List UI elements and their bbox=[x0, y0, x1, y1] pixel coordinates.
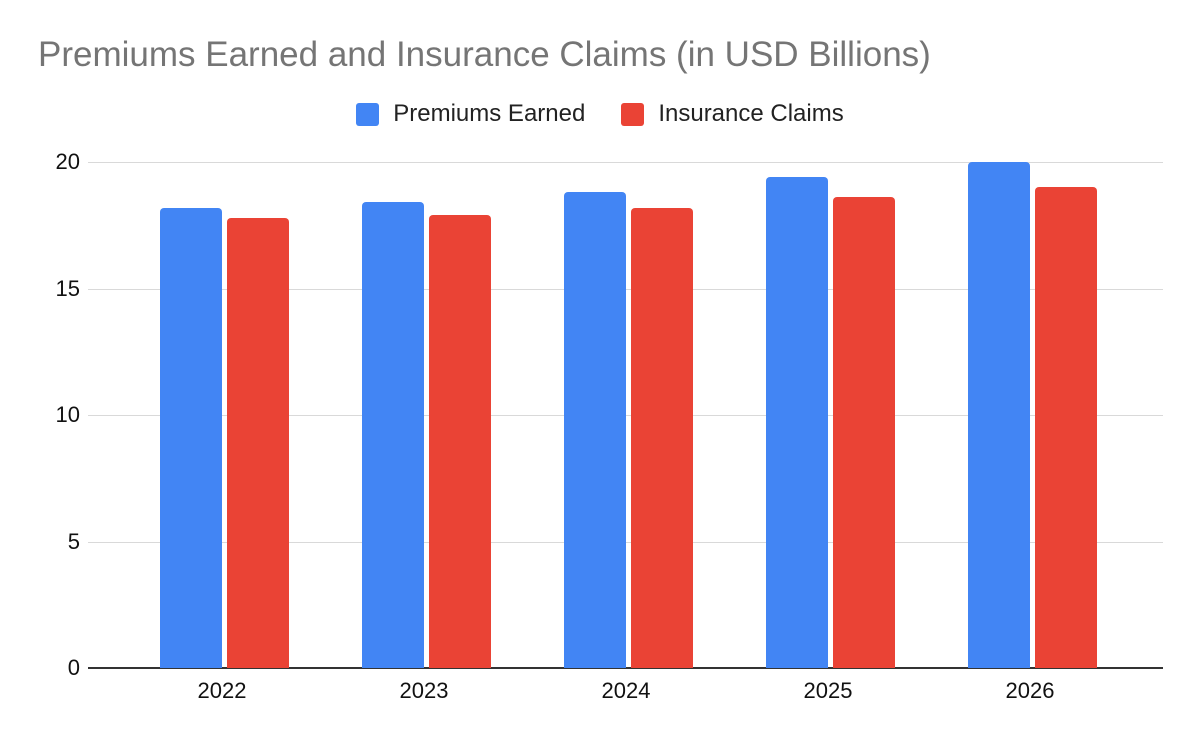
legend-label: Premiums Earned bbox=[393, 100, 586, 127]
y-tick-text: 0 bbox=[67, 655, 80, 680]
bar-premiums-earned-2026 bbox=[968, 162, 1030, 668]
legend-item-premiums-earned: Premiums Earned bbox=[356, 100, 585, 128]
legend-swatch-icon bbox=[356, 102, 380, 126]
bar-premiums-earned-2025 bbox=[766, 177, 828, 668]
y-tick-text: 15 bbox=[55, 275, 80, 301]
gridline-y-20 bbox=[88, 162, 1163, 163]
bar-premiums-earned-2024 bbox=[564, 192, 626, 668]
legend-item-insurance-claims: Insurance Claims bbox=[621, 100, 844, 128]
bar-insurance-claims-2022 bbox=[227, 217, 289, 668]
legend-label: Insurance Claims bbox=[658, 100, 844, 127]
bar-insurance-claims-2025 bbox=[833, 197, 895, 668]
bar-premiums-earned-2023 bbox=[362, 202, 424, 668]
y-tick-label-10: 10 bbox=[20, 402, 80, 441]
x-axis-label-2022: 2022 bbox=[197, 678, 247, 703]
bar-insurance-claims-2026 bbox=[1035, 187, 1097, 668]
x-axis-line bbox=[88, 667, 1163, 669]
bar-insurance-claims-2024 bbox=[631, 207, 693, 668]
x-axis-label-2025: 2025 bbox=[803, 678, 853, 703]
y-tick-label-20: 20 bbox=[20, 149, 80, 188]
y-tick-text: 5 bbox=[67, 528, 80, 554]
y-tick-label-0: 0 bbox=[20, 655, 80, 694]
x-axis-label-2026: 2026 bbox=[1005, 678, 1055, 703]
bar-insurance-claims-2023 bbox=[429, 215, 491, 668]
bar-premiums-earned-2022 bbox=[160, 207, 222, 668]
y-tick-text: 10 bbox=[55, 402, 80, 427]
plot-area bbox=[88, 162, 1163, 669]
x-axis-label-2024: 2024 bbox=[601, 678, 651, 703]
legend-swatch-icon bbox=[621, 102, 645, 126]
y-tick-label-5: 5 bbox=[20, 529, 80, 568]
y-tick-text: 20 bbox=[55, 149, 80, 174]
y-tick-label-15: 15 bbox=[20, 276, 80, 315]
chart-title: Premiums Earned and Insurance Claims (in… bbox=[38, 35, 931, 74]
chart-legend: Premiums Earned Insurance Claims bbox=[0, 100, 1200, 128]
x-axis-label-2023: 2023 bbox=[399, 678, 449, 703]
